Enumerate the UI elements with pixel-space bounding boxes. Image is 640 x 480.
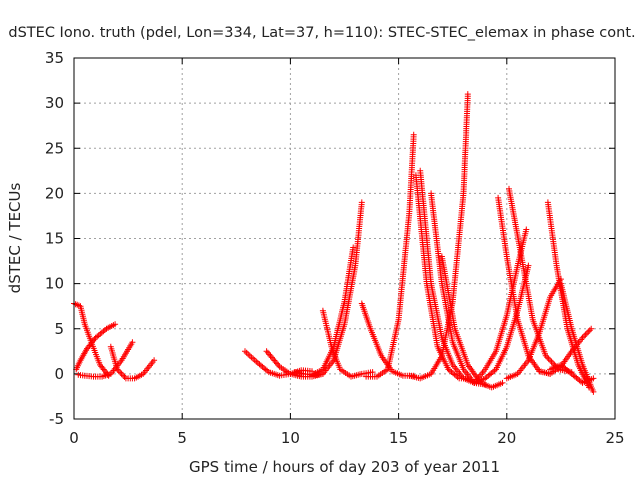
y-tick-label: 30 xyxy=(45,94,64,112)
series-arc-4 xyxy=(107,343,158,382)
data-point xyxy=(581,333,587,340)
data-point xyxy=(585,328,592,335)
data-point xyxy=(129,339,136,346)
y-tick-label: 0 xyxy=(54,365,64,383)
y-tick-label: 25 xyxy=(45,139,64,157)
data-point xyxy=(590,388,597,395)
x-tick-label: 20 xyxy=(497,429,516,447)
data-point xyxy=(117,369,124,376)
x-tick-label: 15 xyxy=(389,429,408,447)
data-point xyxy=(583,330,590,337)
x-tick-label: 0 xyxy=(69,429,79,447)
series-arc-8 xyxy=(319,307,376,380)
y-tick-label: 15 xyxy=(45,230,64,248)
data-point xyxy=(499,379,506,386)
y-axis-label: dSTEC / TECUs xyxy=(6,182,24,293)
data-point xyxy=(350,244,357,251)
data-point xyxy=(588,325,595,332)
data-point xyxy=(151,357,158,364)
data-point xyxy=(548,358,555,365)
x-tick-label: 10 xyxy=(281,429,300,447)
axis-ticks: 0 5 10 15 20 25 -5 0 5 10 15 20 25 30 35 xyxy=(45,49,625,447)
series-arc-20 xyxy=(471,226,530,386)
data-point xyxy=(582,331,589,338)
grid-lines xyxy=(74,58,615,419)
data-point xyxy=(464,91,471,98)
series-arc-12 xyxy=(412,172,471,382)
data-marks xyxy=(71,91,597,395)
data-point xyxy=(547,357,554,364)
series-arc-13 xyxy=(406,91,471,382)
data-point xyxy=(545,355,552,362)
data-point xyxy=(120,372,127,379)
data-point xyxy=(590,375,597,382)
series-arc-11 xyxy=(363,131,417,380)
data-point xyxy=(358,199,365,206)
plot-frame xyxy=(73,57,616,420)
x-axis-label: GPS time / hours of day 203 of year 2011 xyxy=(189,458,500,476)
x-tick-label: 25 xyxy=(605,429,624,447)
chart-title: dSTEC Iono. truth (pdel, Lon=334, Lat=37… xyxy=(8,25,635,41)
data-point xyxy=(410,131,417,138)
data-point xyxy=(112,321,119,328)
y-tick-label: 10 xyxy=(45,275,64,293)
x-tick-label: 5 xyxy=(177,429,187,447)
data-point xyxy=(121,373,128,380)
y-tick-label: 35 xyxy=(45,49,64,67)
series-arc-3 xyxy=(75,339,136,380)
y-tick-label: 20 xyxy=(45,184,64,202)
series-arc-18 xyxy=(495,194,554,377)
data-point xyxy=(525,262,532,269)
data-point xyxy=(118,370,125,377)
series-arc-15 xyxy=(428,190,489,388)
series-arc-25 xyxy=(547,361,597,386)
data-point xyxy=(523,226,530,233)
data-point xyxy=(586,327,593,334)
y-tick-label: 5 xyxy=(54,320,64,338)
series-arc-9 xyxy=(309,199,365,379)
y-tick-label: -5 xyxy=(49,410,64,428)
